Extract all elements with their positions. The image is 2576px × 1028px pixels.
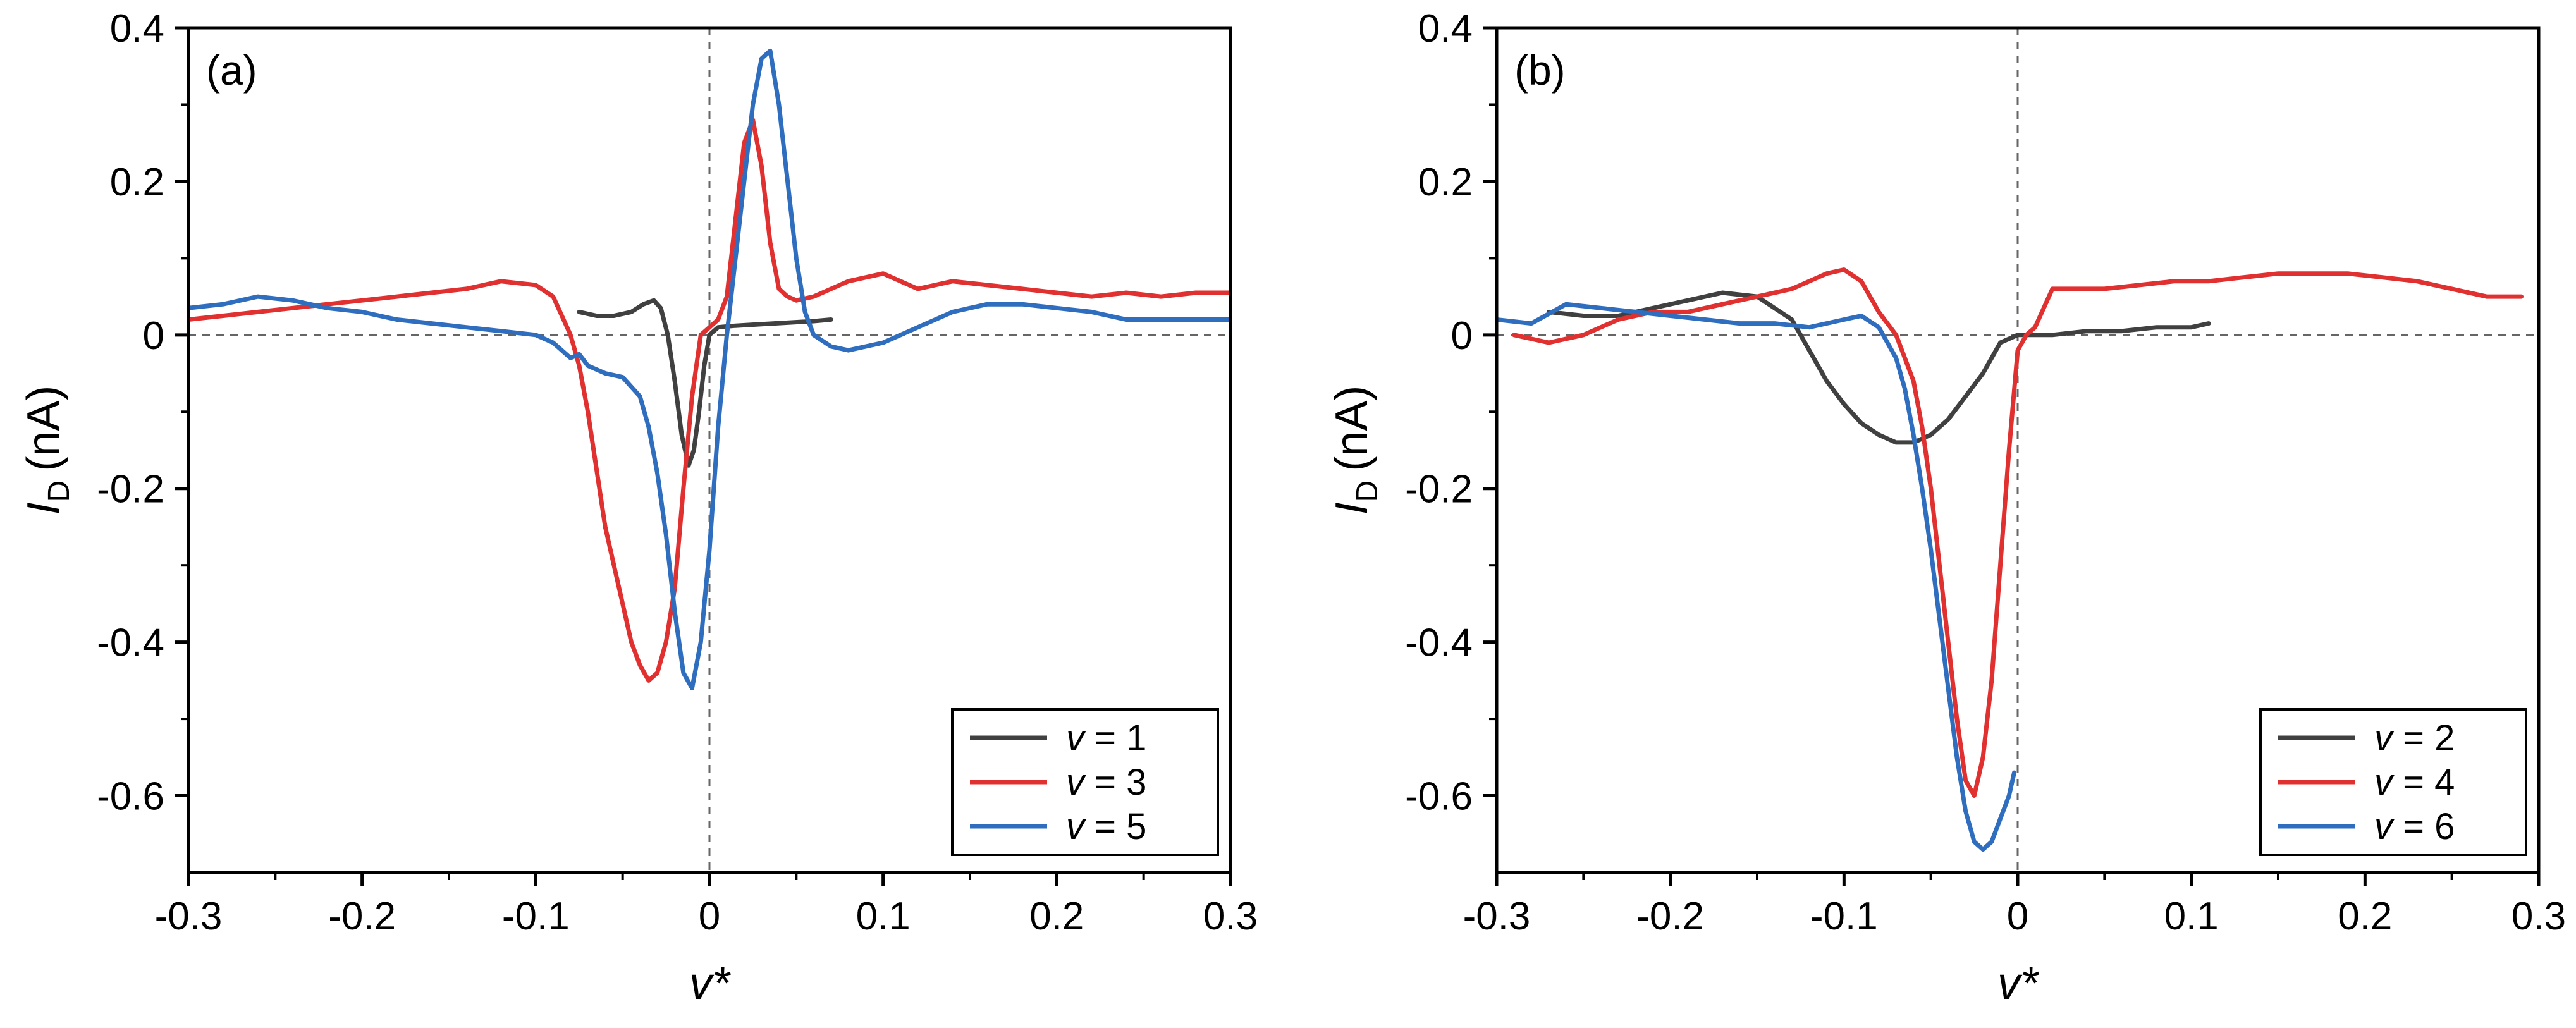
x-tick-label: 0.2 (2338, 895, 2392, 938)
series-line-1 (1546, 290, 2211, 445)
series-line-3 (188, 48, 1230, 690)
legend-label-3: v = 6 (2374, 806, 2455, 847)
panel-b: -0.3 -0.2 -0.1 0 0.1 0.2 0.3 -0.6 -0.4 -0.2 0 0.2 0.… (1327, 7, 2566, 1009)
legend-label-3: v = 5 (1066, 806, 1146, 847)
y-tick-label: 0.4 (1418, 7, 1473, 51)
legend-symbol: v (2374, 806, 2395, 847)
x-tick-label: 0.1 (2164, 895, 2219, 938)
x-tick-label: -0.3 (1463, 895, 1531, 938)
series-line-3 (1497, 302, 2016, 852)
y-axis-symbol: I (18, 502, 69, 515)
series-line-2 (188, 118, 1230, 683)
y-tick-label: -0.4 (1405, 621, 1473, 665)
panel-label: (a) (206, 47, 257, 94)
y-axis-title: ID (nA) (18, 386, 76, 515)
legend-symbol: v (2374, 762, 2395, 803)
y-tick-label: -0.2 (97, 468, 164, 511)
x-tick-label: -0.2 (328, 895, 396, 938)
x-tick-label: -0.2 (1636, 895, 1704, 938)
legend-value: = 6 (2393, 806, 2455, 847)
x-tick-label: -0.3 (155, 895, 223, 938)
x-tick-label: 0 (699, 895, 720, 938)
legend-label-1: v = 1 (1066, 718, 1146, 759)
y-tick-label: -0.2 (1405, 468, 1473, 511)
series-line-2 (1512, 267, 2524, 798)
y-tick-label: -0.6 (1405, 775, 1473, 819)
y-tick-label: 0.2 (1418, 161, 1473, 204)
series-line-1 (577, 298, 833, 468)
legend-value: = 2 (2393, 718, 2455, 759)
panel-label: (b) (1514, 47, 1566, 94)
y-tick-label: 0.2 (110, 161, 164, 204)
y-tick-label: -0.6 (97, 775, 164, 819)
x-tick-label: 0.3 (2512, 895, 2566, 938)
y-tick-label: -0.4 (97, 621, 164, 665)
legend-symbol: v (1066, 806, 1086, 847)
legend-label-2: v = 4 (2374, 762, 2455, 803)
y-axis-unit: (nA) (18, 386, 69, 472)
legend-symbol: v (2374, 718, 2395, 759)
y-axis-title: ID (nA) (1327, 386, 1384, 515)
x-tick-label: 0.1 (856, 895, 911, 938)
x-tick-label: -0.1 (502, 895, 570, 938)
legend-value: = 1 (1084, 718, 1146, 759)
y-tick-label: 0 (143, 314, 164, 358)
y-axis-unit: (nA) (1327, 386, 1377, 472)
legend-value: = 4 (2393, 762, 2455, 803)
panel-a: -0.3 -0.2 -0.1 0 0.1 0.2 0.3 -0.6 -0.4 -0.2 0 0.2 0.… (18, 7, 1258, 1009)
x-axis-title: v* (1997, 958, 2039, 1009)
legend-value: = 5 (1084, 806, 1146, 847)
x-tick-label: 0.3 (1203, 895, 1258, 938)
legend-value: = 3 (1084, 762, 1146, 803)
legend-label-1: v = 2 (2374, 718, 2455, 759)
legend-label-2: v = 3 (1066, 762, 1146, 803)
x-tick-label: 0.2 (1029, 895, 1084, 938)
y-tick-label: 0 (1451, 314, 1473, 358)
x-tick-label: -0.1 (1810, 895, 1878, 938)
legend-symbol: v (1066, 718, 1086, 759)
y-tick-label: 0.4 (110, 7, 164, 51)
y-axis-subscript: D (42, 480, 76, 503)
x-tick-label: 0 (2007, 895, 2028, 938)
y-axis-symbol: I (1327, 502, 1377, 515)
y-axis-subscript: D (1351, 480, 1384, 503)
x-axis-title: v* (689, 958, 731, 1009)
legend-symbol: v (1066, 762, 1086, 803)
